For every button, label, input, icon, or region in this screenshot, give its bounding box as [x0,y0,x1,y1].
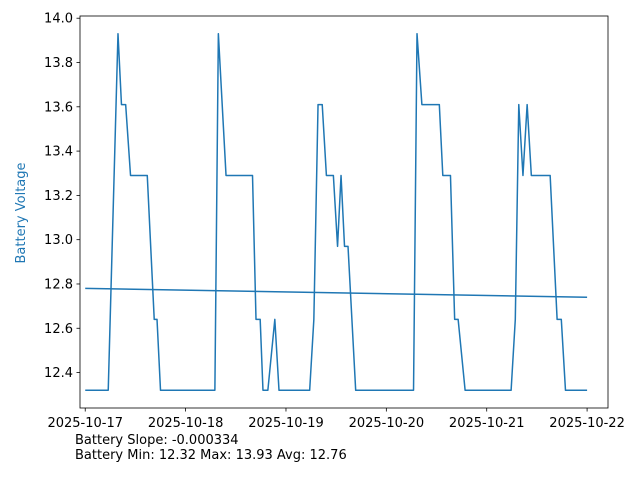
y-tick-label: 12.8 [44,277,73,292]
axes: 2025-10-17 2025-10-18 2025-10-19 2025-10-20… [44,12,625,431]
y-tick-label: 13.4 [44,145,73,160]
y-tick-label: 14.0 [44,12,73,27]
x-tick-label: 2025-10-17 [47,416,123,431]
x-tick-label: 2025-10-19 [248,416,324,431]
y-tick-label: 13.8 [44,56,73,71]
plot-area [85,32,588,392]
x-tick-label: 2025-10-22 [549,416,625,431]
y-tick-label: 13.2 [44,189,73,204]
trend-line [85,287,588,299]
y-tick-label: 12.6 [44,322,73,337]
battery-stats-text: Battery Min: 12.32 Max: 13.93 Avg: 12.76 [75,448,347,463]
y-tick-label: 12.4 [44,366,73,381]
x-tick-label: 2025-10-18 [148,416,224,431]
x-tick-label: 2025-10-20 [349,416,425,431]
plot-frame [79,15,609,409]
stats-notes: Battery Slope: -0.000334 Battery Min: 12… [75,433,347,463]
y-tick-label: 13.6 [44,100,73,115]
x-tick-label: 2025-10-21 [449,416,525,431]
y-tick-label: 13.0 [44,233,73,248]
battery-voltage-line [85,32,588,392]
battery-slope-text: Battery Slope: -0.000334 [75,433,239,448]
y-axis-label: Battery Voltage [14,162,29,263]
